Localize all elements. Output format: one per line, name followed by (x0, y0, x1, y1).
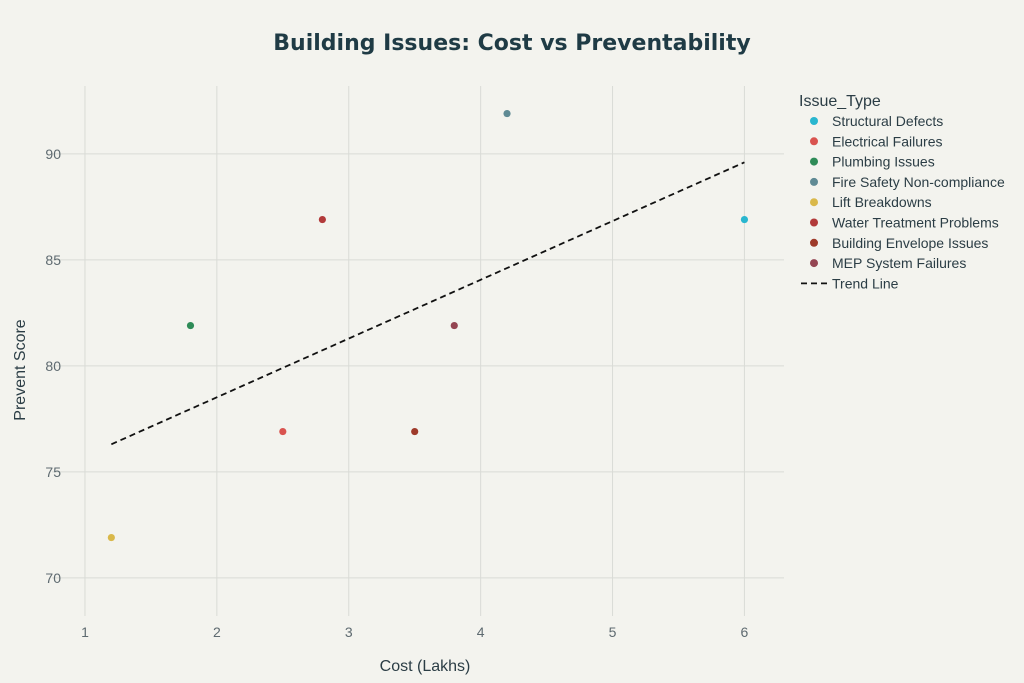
x-tick-label: 5 (609, 624, 617, 640)
legend-marker[interactable] (810, 137, 818, 146)
y-tick-label: 80 (45, 358, 61, 374)
data-point[interactable] (740, 215, 749, 224)
trend-line[interactable] (110, 161, 745, 446)
legend-marker[interactable] (810, 157, 818, 166)
trend-layer (110, 161, 745, 446)
legend-item-label[interactable]: Fire Safety Non-compliance (832, 174, 1005, 190)
data-point[interactable] (450, 321, 458, 330)
grid (52, 86, 784, 616)
y-axis-title: Prevent Score (12, 319, 29, 420)
legend-item-label[interactable]: Plumbing Issues (832, 154, 935, 170)
data-point[interactable] (411, 427, 419, 436)
x-tick-label: 4 (477, 624, 485, 640)
legend-item-label[interactable]: Trend Line (832, 275, 899, 291)
y-tick-label: 70 (45, 570, 61, 586)
y-tick-label: 90 (45, 146, 61, 162)
x-axis-title: Cost (Lakhs) (380, 658, 471, 675)
legend-marker[interactable] (810, 198, 818, 207)
data-point[interactable] (279, 427, 287, 436)
legend-item-label[interactable]: Lift Breakdowns (832, 194, 932, 210)
data-point[interactable] (186, 321, 195, 330)
legend-title: Issue_Type (799, 93, 881, 110)
legend-item-label[interactable]: Structural Defects (832, 113, 943, 129)
legend-item-label[interactable]: Building Envelope Issues (832, 235, 988, 251)
legend[interactable]: Issue_Type Structural Defects Electrical … (799, 93, 1005, 291)
legend-marker[interactable] (810, 218, 818, 227)
legend-item-label[interactable]: Electrical Failures (832, 133, 942, 149)
chart-title: Building Issues: Cost vs Preventability (273, 31, 750, 56)
legend-marker[interactable] (810, 259, 818, 268)
legend-marker[interactable] (810, 238, 818, 247)
x-tick-label: 1 (81, 624, 89, 640)
legend-item-label[interactable]: MEP System Failures (832, 255, 966, 271)
x-tick-label: 3 (345, 624, 353, 640)
legend-item-label[interactable]: Water Treatment Problems (832, 215, 999, 231)
data-point[interactable] (318, 215, 326, 224)
data-points (107, 109, 749, 542)
data-point[interactable] (503, 109, 511, 118)
legend-marker[interactable] (810, 177, 818, 186)
legend-marker[interactable] (810, 117, 818, 125)
data-point[interactable] (107, 533, 115, 542)
y-tick-label: 75 (45, 464, 61, 480)
y-tick-label: 85 (45, 252, 61, 268)
tick-labels: 1 2 3 4 5 6 70 75 80 85 90 (45, 146, 748, 640)
x-tick-label: 6 (741, 624, 749, 640)
x-tick-label: 2 (213, 624, 221, 640)
